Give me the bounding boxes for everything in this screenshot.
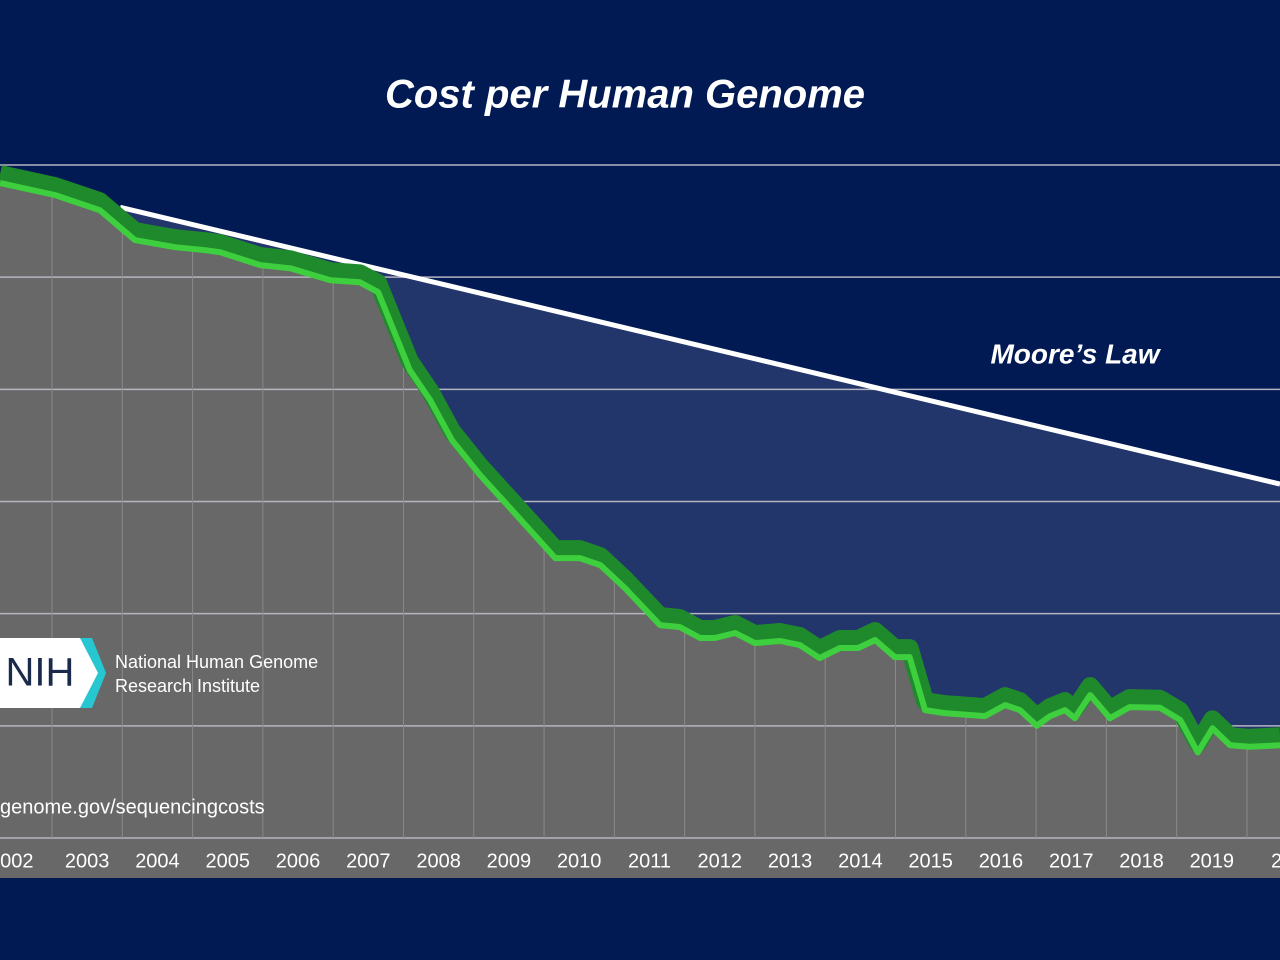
logo-name: National Human Genome [115,652,318,672]
x-tick-label: 2013 [768,850,813,872]
x-tick-label: 2012 [698,850,743,872]
x-tick-label: 2005 [205,850,250,872]
logo: NIH National Human Genome Research Insti… [0,638,318,708]
x-tick-label: 2015 [908,850,953,872]
x-tick-label: 20 [1271,850,1280,872]
x-tick-label: 2017 [1049,850,1094,872]
source-url: genome.gov/sequencingcosts [0,796,265,818]
area [0,183,1280,879]
x-tick-label: 2009 [487,850,532,872]
labels: 002 2003 2004 2005 2006 2007 2008 2009 2010 2011 2… [0,850,1280,872]
line [0,180,1280,756]
logo-badge [0,638,104,708]
x-tick-label: 2007 [346,850,391,872]
series-label: Moore’s Law [990,338,1161,369]
x-tick-label: 002 [0,850,33,872]
x-tick-label: 2011 [628,850,671,872]
line-ribbon [0,165,1280,753]
x-tick-label: 2006 [276,850,321,872]
lines [0,165,1280,756]
logo-chevron [80,638,106,708]
chart-title: Cost per Human Genome [385,73,865,117]
x-tick-label: 2003 [65,850,110,872]
x-tick-label: 2014 [838,850,883,872]
logo-name: Research Institute [115,676,260,696]
line [119,204,1280,487]
x-tick-label: 2004 [135,850,180,872]
x-tick-label: 2010 [557,850,602,872]
x-tick-label: 2019 [1190,850,1235,872]
x-tick-label: 2018 [1119,850,1164,872]
x-tick-label: 2008 [416,850,461,872]
x-tick-label: 2016 [979,850,1024,872]
logo-mark: NIH [6,651,75,695]
